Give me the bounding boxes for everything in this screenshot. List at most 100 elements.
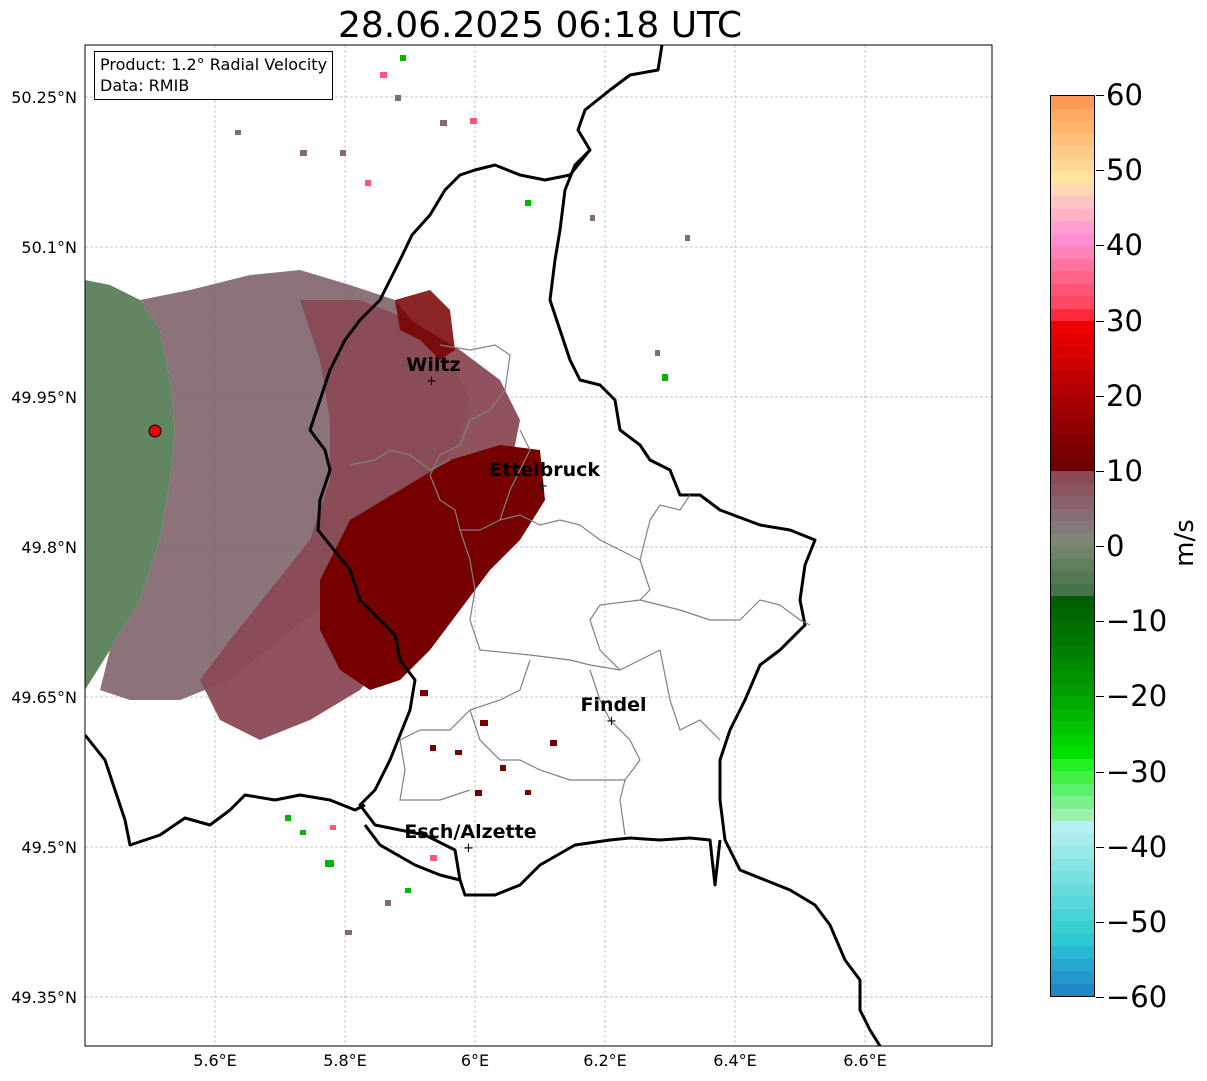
canton-boundaries [349, 344, 811, 836]
map-frame [84, 44, 993, 1047]
colorbar-segment [1051, 971, 1094, 984]
colorbar-tick-label: 20 [1106, 378, 1143, 413]
lat-tick-label: 49.65°N [11, 688, 77, 707]
colorbar-segment [1051, 408, 1094, 421]
colorbar-segment [1051, 796, 1094, 809]
colorbar-segment [1051, 221, 1094, 234]
colorbar-segment [1051, 246, 1094, 259]
colorbar-segment [1051, 883, 1094, 896]
colorbar-segment [1051, 308, 1094, 321]
product-info-box: Product: 1.2° Radial Velocity Data: RMIB [94, 51, 334, 100]
colorbar-tick-label: 10 [1106, 453, 1143, 488]
colorbar-segment [1051, 621, 1094, 634]
echo-near-radar [85, 280, 175, 690]
colorbar-segment [1051, 533, 1094, 546]
echo-outbound-strong [320, 445, 545, 690]
colorbar-tick-label: 0 [1106, 529, 1125, 563]
colorbar-tick [1096, 846, 1104, 848]
colorbar-tick [1096, 546, 1104, 547]
colorbar-segment [1051, 596, 1094, 609]
colorbar-segment [1051, 708, 1094, 721]
colorbar-tick-label: −10 [1106, 604, 1168, 639]
colorbar-segment [1051, 771, 1094, 784]
colorbar-tick [1096, 245, 1104, 247]
colorbar-segment [1051, 433, 1094, 446]
colorbar-segment [1051, 346, 1094, 359]
colorbar-tick [1096, 921, 1104, 923]
city-marker: + [537, 479, 548, 494]
colorbar-segment [1051, 933, 1094, 946]
colorbar-segment [1051, 196, 1094, 209]
velocity-echoes [85, 55, 690, 935]
colorbar-segment [1051, 321, 1094, 334]
colorbar-tick [1096, 170, 1104, 172]
product-label: Product: 1.2° Radial Velocity [100, 55, 328, 74]
radar-site-marker [148, 424, 162, 438]
lon-tick-label: 6.4°E [713, 1051, 757, 1070]
colorbar-segment [1051, 983, 1094, 996]
colorbar-tick [1096, 470, 1104, 472]
lat-tick-label: 50.25°N [11, 88, 77, 107]
colorbar-segment [1051, 908, 1094, 921]
colorbar-tick [1096, 621, 1104, 623]
colorbar-segment [1051, 846, 1094, 859]
lat-tick-label: 49.5°N [21, 838, 77, 857]
colorbar-segment [1051, 158, 1094, 171]
lon-tick-label: 5.6°E [193, 1051, 237, 1070]
colorbar-tick-label: 30 [1106, 303, 1143, 338]
colorbar-tick [1096, 320, 1104, 322]
colorbar-segment [1051, 121, 1094, 134]
lat-tick-label: 50.1°N [21, 238, 77, 257]
colorbar-segment [1051, 646, 1094, 659]
colorbar-segment [1051, 683, 1094, 696]
colorbar-segment [1051, 296, 1094, 309]
lon-tick-label: 5.8°E [323, 1051, 367, 1070]
colorbar-segment [1051, 633, 1094, 646]
country-borders [85, 45, 882, 1046]
colorbar-tick-label: −30 [1106, 754, 1168, 789]
colorbar-segment [1051, 258, 1094, 271]
colorbar-segment [1051, 496, 1094, 509]
colorbar-tick-label: 50 [1106, 153, 1143, 188]
lon-tick-label: 6.2°E [583, 1051, 627, 1070]
colorbar-segment [1051, 758, 1094, 771]
city-label: Wiltz [406, 354, 460, 376]
city-marker: + [606, 714, 617, 729]
colorbar-segment [1051, 396, 1094, 409]
colorbar-segment [1051, 958, 1094, 971]
colorbar-segment [1051, 896, 1094, 909]
colorbar-segment [1051, 671, 1094, 684]
colorbar-segment [1051, 571, 1094, 584]
colorbar-segment [1051, 133, 1094, 146]
colorbar-unit: m/s [1170, 519, 1200, 567]
colorbar-segment [1051, 383, 1094, 396]
lat-tick-label: 49.8°N [21, 538, 77, 557]
chart-title: 28.06.2025 06:18 UTC [337, 5, 743, 46]
colorbar-tick [1096, 771, 1104, 773]
colorbar-segment [1051, 833, 1094, 846]
axis-labels: 5.6°E 5.8°E 6°E 6.2°E 6.4°E 6.6°E 49.35°N 49.5°… [11, 88, 887, 1070]
colorbar-segment [1051, 746, 1094, 759]
colorbar-tick [1096, 95, 1104, 96]
colorbar-segment [1051, 821, 1094, 834]
colorbar-segment [1051, 508, 1094, 521]
colorbar-segment [1051, 483, 1094, 496]
colorbar-segment [1051, 96, 1094, 109]
colorbar-segment [1051, 421, 1094, 434]
colorbar-segment [1051, 233, 1094, 246]
city-label: Findel [580, 694, 646, 716]
colorbar-segment [1051, 471, 1094, 484]
colorbar-tick-label: 40 [1106, 228, 1143, 263]
lon-tick-label: 6.6°E [843, 1051, 887, 1070]
colorbar-segment [1051, 871, 1094, 884]
lon-tick-label: 6°E [461, 1051, 489, 1070]
colorbar-segment [1051, 108, 1094, 121]
colorbar-segment [1051, 946, 1094, 959]
colorbar-segment [1051, 658, 1094, 671]
colorbar-segment [1051, 696, 1094, 709]
echo-outbound-strong [395, 290, 455, 360]
city-layer: +Wiltz+Ettelbruck+Findel+Esch/Alzette [404, 354, 646, 856]
colorbar-segment [1051, 558, 1094, 571]
colorbar-segment [1051, 608, 1094, 621]
